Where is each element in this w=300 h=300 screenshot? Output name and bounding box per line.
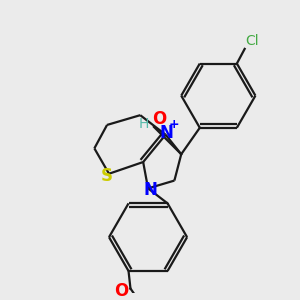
Text: O: O: [115, 281, 129, 299]
Text: S: S: [101, 167, 113, 185]
Text: +: +: [169, 118, 180, 131]
Text: Cl: Cl: [246, 34, 259, 48]
Text: N: N: [143, 181, 157, 199]
Text: O: O: [152, 110, 166, 128]
Text: H: H: [139, 117, 149, 131]
Text: N: N: [160, 124, 173, 142]
